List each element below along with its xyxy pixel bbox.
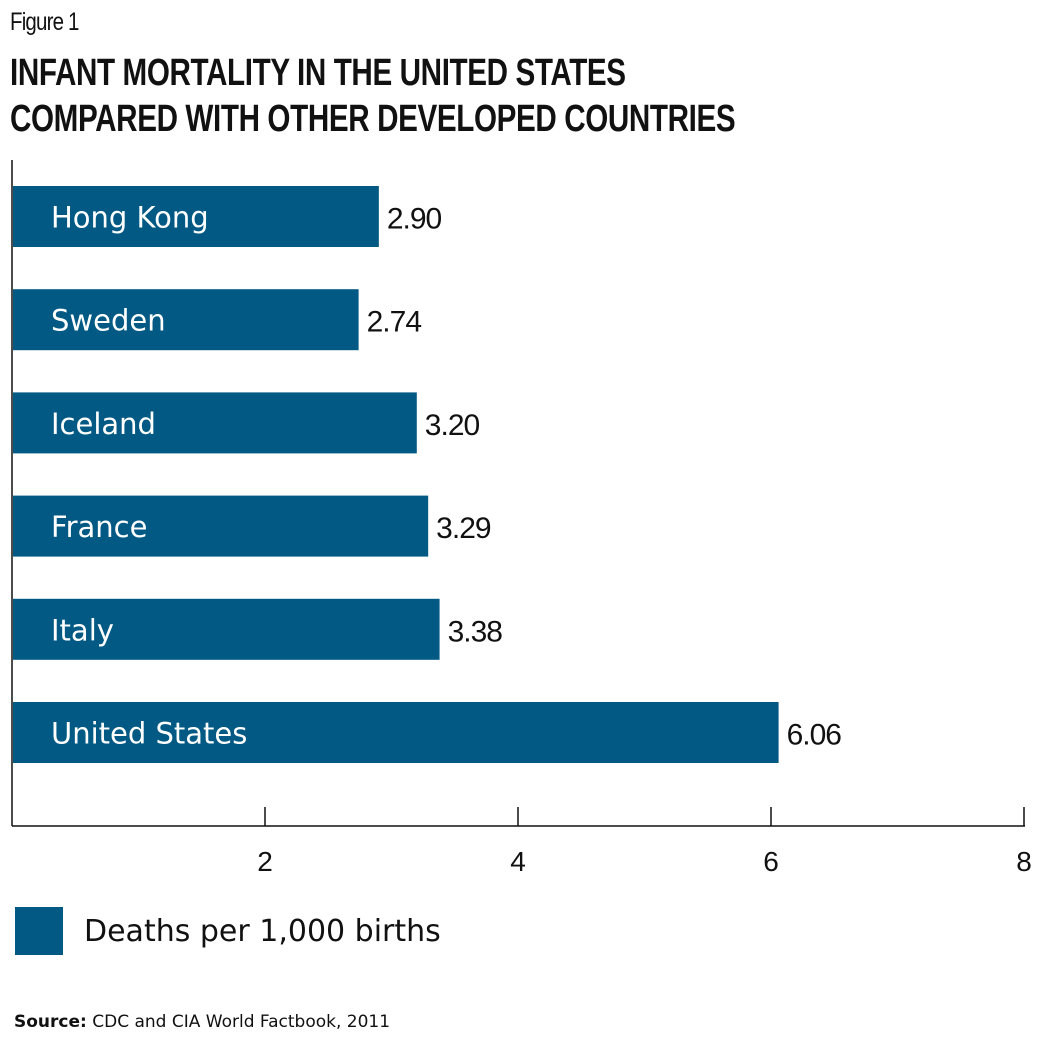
bar-value-label: 6.06: [787, 719, 842, 752]
bar-category-label: Iceland: [51, 407, 156, 441]
source-text: CDC and CIA World Factbook, 2011: [86, 1012, 391, 1032]
bar-value-label: 2.90: [387, 203, 442, 236]
bar-france: [13, 495, 429, 557]
source-label: Source:: [14, 1012, 87, 1032]
bar-value-label: 3.29: [436, 512, 491, 545]
legend-label: Deaths per 1,000 births: [84, 913, 441, 949]
chart-title-line-1: INFANT MORTALITY IN THE UNITED STATES: [10, 52, 626, 94]
x-tick-label: 4: [510, 846, 526, 877]
bar-hong-kong: [13, 186, 379, 247]
source-note: Source: CDC and CIA World Factbook, 2011: [14, 1012, 390, 1032]
bar-category-label: United States: [51, 717, 247, 751]
bar-category-label: France: [51, 510, 147, 544]
x-tick-label: 6: [763, 846, 779, 877]
bar-value-label: 2.74: [367, 306, 422, 339]
bar-category-label: Sweden: [51, 304, 166, 338]
legend-swatch: [15, 907, 63, 955]
legend: Deaths per 1,000 births: [15, 907, 441, 955]
bar-iceland: [13, 392, 417, 454]
bar-value-label: 3.20: [425, 409, 480, 442]
bar-chart: 2 4 6 8 Hong Kong 2.90 Sweden 2.74 Iceland 3.20 Fr…: [11, 160, 1032, 877]
bar-category-label: Hong Kong: [51, 201, 209, 235]
x-tick-label: 2: [257, 846, 273, 877]
chart-title-line-2: COMPARED WITH OTHER DEVELOPED COUNTRIES: [10, 98, 736, 140]
x-tick-label: 8: [1016, 846, 1032, 877]
bar-italy: [13, 598, 440, 660]
bar-sweden: [13, 289, 359, 351]
bar-value-label: 3.38: [448, 615, 503, 648]
bar-united-states: [13, 702, 779, 763]
figure-label: Figure 1: [10, 8, 79, 36]
bar-category-label: Italy: [51, 613, 114, 647]
